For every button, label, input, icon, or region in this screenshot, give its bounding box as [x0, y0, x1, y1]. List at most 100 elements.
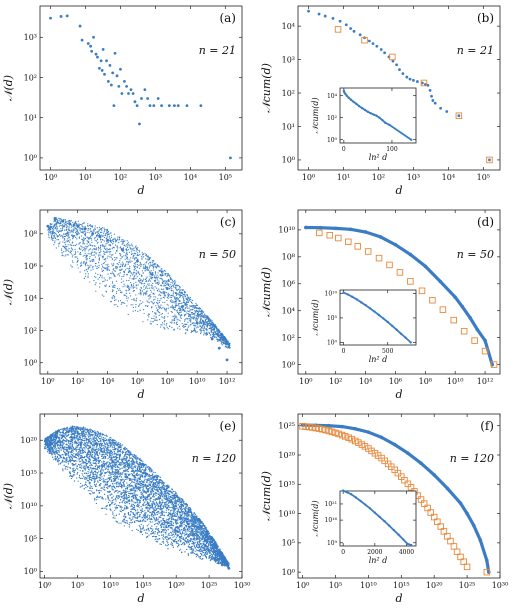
data-point: [383, 51, 386, 55]
data-point: [195, 316, 197, 318]
data-point: [190, 300, 192, 303]
data-point: [114, 461, 116, 463]
data-point: [91, 245, 94, 247]
data-point: [103, 227, 105, 229]
data-point: [126, 246, 129, 248]
data-point: [165, 309, 167, 311]
data-point: [111, 263, 113, 265]
data-point: [131, 251, 133, 253]
data-marker-square: [455, 112, 463, 119]
data-point: [83, 222, 85, 224]
data-point: [210, 334, 212, 336]
data-point: [139, 289, 142, 292]
data-point: [65, 250, 67, 252]
data-point: [81, 229, 84, 231]
data-point: [204, 328, 206, 330]
data-point: [49, 232, 51, 234]
y-tick-label: 10²: [24, 73, 37, 82]
data-point: [124, 258, 126, 260]
data-point: [184, 516, 186, 519]
data-point: [106, 249, 108, 251]
data-point: [132, 257, 134, 259]
data-point: [134, 310, 136, 312]
data-point: [150, 270, 152, 272]
data-point: [141, 290, 143, 292]
data-point: [333, 226, 338, 231]
inset-data-point: [390, 324, 394, 327]
data-point: [114, 256, 116, 259]
inset-x-tick-label: 100: [386, 146, 398, 153]
data-point: [165, 324, 167, 326]
data-point: [154, 263, 156, 266]
x-tick-label: 10⁰: [41, 377, 54, 386]
data-point: [82, 231, 84, 233]
data-point: [117, 300, 120, 302]
data-point: [204, 318, 207, 320]
data-point: [86, 42, 90, 45]
data-point: [188, 296, 190, 298]
data-point: [122, 263, 124, 265]
data-point: [196, 318, 198, 320]
data-marker-square: [460, 327, 468, 335]
data-point: [132, 306, 135, 309]
data-point: [64, 460, 66, 462]
data-point: [216, 328, 218, 330]
data-point: [155, 273, 157, 275]
data-point: [136, 249, 138, 251]
data-point: [111, 290, 114, 293]
data-point: [163, 297, 166, 299]
data-point: [180, 309, 182, 311]
data-point: [61, 219, 65, 223]
data-point: [174, 279, 176, 282]
data-point: [69, 230, 71, 232]
data-point: [161, 282, 164, 284]
data-point: [128, 270, 130, 272]
data-point: [163, 323, 165, 325]
data-point: [102, 244, 104, 246]
data-point: [132, 245, 134, 247]
data-point: [162, 279, 164, 281]
data-point: [216, 329, 218, 332]
data-point: [99, 247, 101, 249]
data-point: [65, 223, 67, 226]
data-point: [71, 230, 73, 233]
data-point: [214, 336, 216, 338]
data-point: [181, 289, 183, 291]
data-point: [143, 88, 147, 91]
data-point: [90, 254, 92, 256]
data-point: [147, 280, 150, 282]
data-point: [188, 314, 190, 316]
data-point: [131, 272, 133, 274]
data-point: [145, 304, 147, 307]
data-point: [221, 340, 223, 342]
data-point: [180, 305, 184, 309]
data-point: [139, 253, 141, 256]
data-point: [127, 92, 130, 95]
data-point: [135, 273, 137, 275]
data-point: [80, 253, 82, 255]
chart-panel: 10⁰ 10⁵ 10¹⁰ 10¹⁵ 10²⁰ 10²⁵ 10³⁰10⁰10⁵10¹⁰10¹⁵…: [2, 413, 250, 605]
y-tick-label: 10⁰: [24, 567, 37, 576]
data-point: [171, 282, 174, 284]
y-tick-label: 10⁸: [24, 230, 37, 239]
data-point: [207, 324, 209, 326]
data-point: [121, 261, 124, 263]
data-point: [145, 278, 147, 280]
x-tick-label: 10²: [329, 377, 342, 386]
data-point: [146, 300, 148, 302]
data-point: [206, 316, 208, 318]
data-point: [85, 262, 88, 264]
data-point: [120, 258, 122, 260]
data-point: [159, 266, 161, 268]
data-point: [54, 223, 56, 225]
data-point: [141, 252, 143, 254]
data-point: [172, 291, 174, 293]
data-point: [156, 277, 159, 279]
data-point: [153, 262, 155, 265]
data-point: [56, 228, 58, 230]
data-point: [197, 317, 200, 319]
data-point: [62, 228, 64, 230]
data-point: [151, 276, 153, 278]
data-point: [64, 219, 67, 221]
data-point: [225, 345, 227, 347]
